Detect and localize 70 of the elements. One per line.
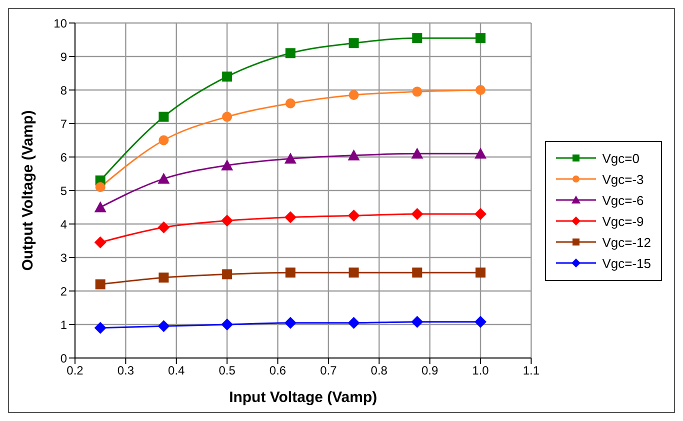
point xyxy=(411,208,424,220)
y-tick-label: 3 xyxy=(60,250,68,265)
point xyxy=(284,316,296,329)
point xyxy=(412,86,422,97)
y-tick-label: 8 xyxy=(60,83,68,98)
legend-label: Vgc=0 xyxy=(602,150,640,166)
point xyxy=(285,268,296,278)
point xyxy=(348,38,359,48)
point xyxy=(158,320,170,332)
point xyxy=(158,135,169,146)
point xyxy=(222,269,232,280)
point xyxy=(348,90,359,100)
point xyxy=(158,272,169,283)
point xyxy=(222,72,232,82)
point xyxy=(474,208,487,220)
y-tick-label: 1 xyxy=(60,318,68,332)
y-tick-label: 9 xyxy=(60,50,68,64)
x-tick-label: 0.5 xyxy=(218,364,236,378)
x-tick-label: 0.4 xyxy=(168,364,186,378)
x-tick-label: 0.8 xyxy=(370,364,388,378)
y-tick-label: 4 xyxy=(60,217,68,232)
y-tick-label: 0 xyxy=(60,351,68,366)
y-tick-label: 10 xyxy=(54,16,68,30)
point xyxy=(221,214,234,227)
point xyxy=(221,318,234,330)
point xyxy=(348,268,359,278)
point xyxy=(284,152,296,164)
point xyxy=(411,316,424,328)
point xyxy=(94,236,106,248)
point xyxy=(476,268,486,278)
legend-label: Vgc=-6 xyxy=(602,192,644,208)
point xyxy=(474,148,487,159)
legend-label: Vgc=-3 xyxy=(602,172,644,186)
point xyxy=(158,112,169,122)
x-tick-label: 0.7 xyxy=(320,364,338,378)
x-tick-label: 0.3 xyxy=(117,364,134,378)
point xyxy=(476,85,486,95)
point xyxy=(412,268,422,278)
point xyxy=(94,201,106,212)
point xyxy=(95,279,106,290)
x-tick-label: 0.6 xyxy=(269,364,286,378)
point xyxy=(285,98,296,108)
point xyxy=(348,149,360,160)
point xyxy=(94,322,106,334)
legend-label: Vgc=-15 xyxy=(602,256,651,270)
y-tick-label: 7 xyxy=(60,116,68,131)
x-tick-label: 1.0 xyxy=(472,364,490,378)
point xyxy=(158,221,170,234)
point xyxy=(222,112,232,122)
point xyxy=(348,316,360,329)
y-axis-title: Output Voltage (Vamp) xyxy=(19,110,36,271)
x-axis-title: Input Voltage (Vamp) xyxy=(229,389,378,406)
point xyxy=(476,33,486,44)
point xyxy=(474,316,487,328)
point xyxy=(95,182,106,192)
point xyxy=(285,48,296,58)
point xyxy=(412,33,422,44)
y-tick-label: 5 xyxy=(60,184,68,198)
point xyxy=(221,159,234,170)
point xyxy=(158,172,170,184)
point xyxy=(411,148,424,159)
x-tick-label: 0.9 xyxy=(421,364,438,378)
point xyxy=(348,210,360,222)
y-tick-label: 2 xyxy=(60,284,68,298)
point xyxy=(284,211,296,224)
legend-label: Vgc=-12 xyxy=(602,234,651,250)
x-tick-label: 0.2 xyxy=(66,364,84,378)
legend-label: Vgc=-9 xyxy=(602,214,644,228)
y-tick-label: 6 xyxy=(60,150,68,164)
x-tick-label: 1.1 xyxy=(522,364,540,378)
